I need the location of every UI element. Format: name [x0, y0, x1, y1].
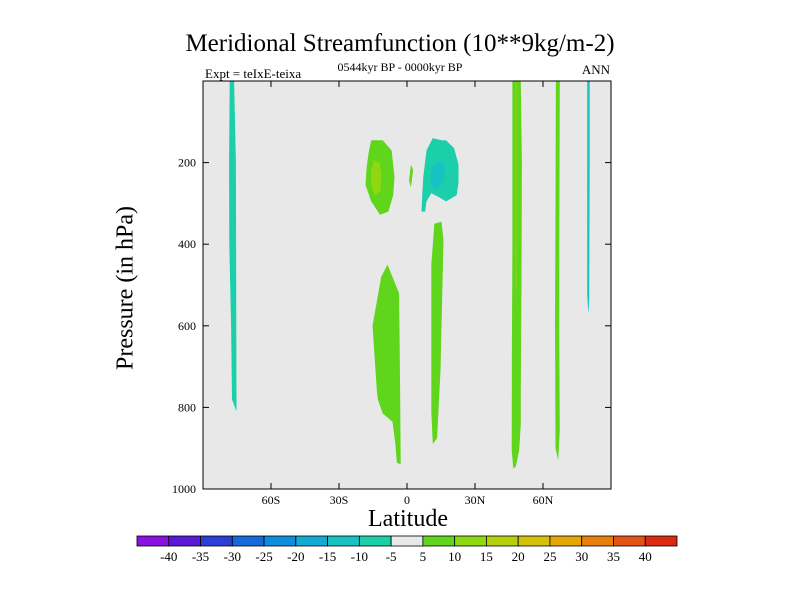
y-axis-label: Pressure (in hPa)	[112, 206, 139, 370]
colorbar-swatch-8	[390, 535, 424, 547]
contour-sh-upper-core	[371, 160, 382, 196]
colorbar-swatch-3	[231, 535, 265, 547]
colorbar-swatch-6	[327, 535, 360, 547]
colorbar-swatch-16	[644, 535, 678, 547]
y-tick-label-1: 400	[178, 237, 196, 251]
colorbar-swatch-5	[295, 535, 328, 547]
contour-nh-midlat-band	[511, 81, 522, 469]
chart-subtitle: 0544kyr BP - 0000kyr BP	[337, 60, 463, 74]
colorbar-swatch-11	[486, 535, 519, 547]
contour-equatorial-sliver	[409, 164, 414, 188]
x-tick-label-2: 0	[404, 493, 410, 507]
contour-nh-upper-core	[430, 160, 446, 190]
colorbar-label-5: -15	[319, 549, 336, 564]
colorbar-swatch-1	[168, 535, 201, 547]
colorbar-label-1: -35	[192, 549, 209, 564]
colorbar-label-6: -10	[351, 549, 368, 564]
colorbar-label-10: 15	[480, 549, 493, 564]
colorbar-label-9: 10	[448, 549, 461, 564]
colorbar-swatch-15	[613, 535, 646, 547]
x-tick-label-1: 30S	[330, 493, 349, 507]
experiment-label: Expt = teIxE-teixa	[205, 66, 302, 81]
contour-sh-lower-cell	[372, 264, 401, 465]
colorbar-swatch-0	[136, 535, 170, 547]
chart-title: Meridional Streamfunction (10**9kg/m-2)	[185, 30, 615, 57]
colorbar-label-13: 30	[575, 549, 588, 564]
colorbar-swatch-2	[200, 535, 233, 547]
colorbar-label-4: -20	[287, 549, 304, 564]
colorbar-swatch-14	[581, 535, 614, 547]
colorbar-label-15: 40	[639, 549, 652, 564]
colorbar-swatch-7	[358, 535, 392, 547]
colorbar-label-7: -5	[386, 549, 397, 564]
colorbar-label-12: 25	[543, 549, 556, 564]
colorbar-swatch-12	[517, 535, 551, 547]
colorbar-label-2: -30	[224, 549, 241, 564]
colorbar-swatch-13	[549, 535, 583, 547]
contour-sh-polar-band	[225, 81, 237, 412]
colorbar-label-11: 20	[512, 549, 525, 564]
contour-nh-subpolar-band	[555, 81, 560, 461]
colorbar-label-14: 35	[607, 549, 620, 564]
y-tick-label-2: 600	[178, 319, 196, 333]
colorbar-swatch-10	[454, 535, 487, 547]
x-tick-label-4: 60N	[533, 493, 554, 507]
x-tick-label-0: 60S	[262, 493, 281, 507]
colorbar-swatch-9	[422, 535, 456, 547]
contour-nh-polar-band	[587, 81, 590, 314]
colorbar-label-3: -25	[255, 549, 272, 564]
y-tick-label-4: 1000	[172, 482, 196, 496]
colorbar-label-0: -40	[160, 549, 177, 564]
x-tick-label-3: 30N	[465, 493, 486, 507]
y-tick-label-0: 200	[178, 156, 196, 170]
contour-nh-midlat-core	[515, 81, 517, 290]
x-axis-label: Latitude	[368, 506, 448, 532]
contour-nh-lower-cell	[431, 221, 444, 445]
plot-background	[203, 81, 611, 489]
season-label: ANN	[581, 62, 610, 77]
colorbar-label-8: 5	[420, 549, 427, 564]
colorbar-swatch-4	[263, 535, 297, 547]
y-tick-label-3: 800	[178, 400, 196, 414]
